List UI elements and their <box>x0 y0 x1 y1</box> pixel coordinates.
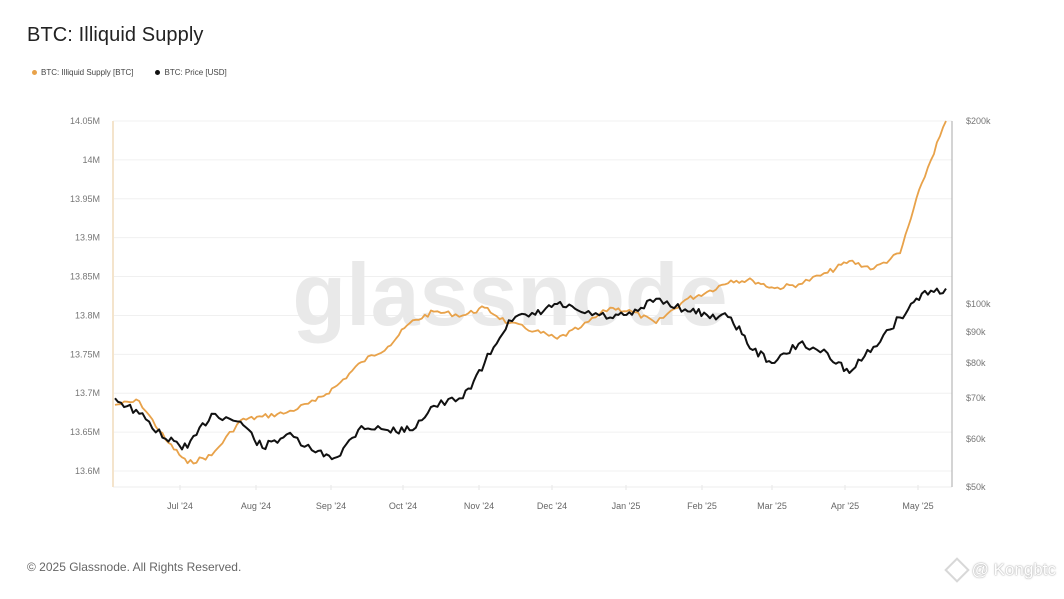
price-line <box>114 287 947 461</box>
svg-text:13.95M: 13.95M <box>70 194 100 204</box>
corner-watermark-text: @ Kongbtc <box>971 560 1056 579</box>
left-axis: 13.6M 13.65M 13.7M 13.75M 13.8M 13.85M 13.9M 13… <box>70 116 100 476</box>
svg-text:$80k: $80k <box>966 358 986 368</box>
svg-text:Jul '24: Jul '24 <box>167 501 193 511</box>
legend-item-illiquid-supply[interactable]: BTC: Illiquid Supply [BTC] <box>32 68 133 77</box>
svg-text:$200k: $200k <box>966 116 991 126</box>
binance-logo-icon <box>943 557 970 583</box>
svg-text:13.75M: 13.75M <box>70 349 100 359</box>
svg-text:Sep '24: Sep '24 <box>316 501 346 511</box>
svg-text:Nov '24: Nov '24 <box>464 501 494 511</box>
svg-text:Feb '25: Feb '25 <box>687 501 717 511</box>
right-axis: $50k $60k $70k $80k $90k $100k $200k <box>966 116 991 492</box>
svg-text:$50k: $50k <box>966 482 986 492</box>
svg-text:Apr '25: Apr '25 <box>831 501 859 511</box>
chart-title: BTC: Illiquid Supply <box>27 24 204 46</box>
chart-legend: BTC: Illiquid Supply [BTC] BTC: Price [U… <box>32 68 227 77</box>
legend-label: BTC: Price [USD] <box>164 68 227 77</box>
svg-text:Dec '24: Dec '24 <box>537 501 567 511</box>
svg-text:May '25: May '25 <box>902 501 933 511</box>
svg-text:13.7M: 13.7M <box>75 388 100 398</box>
legend-label: BTC: Illiquid Supply [BTC] <box>41 68 134 77</box>
legend-dot-orange-icon <box>32 70 37 75</box>
copyright-footer: © 2025 Glassnode. All Rights Reserved. <box>27 560 242 574</box>
svg-text:13.6M: 13.6M <box>75 466 100 476</box>
svg-text:$100k: $100k <box>966 299 991 309</box>
svg-text:Jan '25: Jan '25 <box>612 501 641 511</box>
svg-text:14M: 14M <box>82 155 100 165</box>
legend-item-price[interactable]: BTC: Price [USD] <box>155 68 227 77</box>
svg-text:13.8M: 13.8M <box>75 310 100 320</box>
svg-text:$70k: $70k <box>966 393 986 403</box>
illiquid-supply-line <box>114 120 947 465</box>
legend-dot-black-icon <box>155 70 161 75</box>
svg-text:13.85M: 13.85M <box>70 272 100 282</box>
svg-text:Aug '24: Aug '24 <box>241 501 271 511</box>
svg-text:13.9M: 13.9M <box>75 233 100 243</box>
svg-text:14.05M: 14.05M <box>70 116 100 126</box>
svg-text:Oct '24: Oct '24 <box>389 501 417 511</box>
glassnode-watermark: glassnode <box>292 245 727 344</box>
svg-text:$60k: $60k <box>966 434 986 444</box>
grid-lines <box>113 120 952 490</box>
corner-watermark: @ Kongbtc <box>943 557 1056 583</box>
x-axis: Jul '24 Aug '24 Sep '24 Oct '24 Nov '24 Dec '… <box>167 501 933 511</box>
svg-text:$90k: $90k <box>966 327 986 337</box>
svg-text:13.65M: 13.65M <box>70 427 100 437</box>
svg-text:Mar '25: Mar '25 <box>757 501 787 511</box>
